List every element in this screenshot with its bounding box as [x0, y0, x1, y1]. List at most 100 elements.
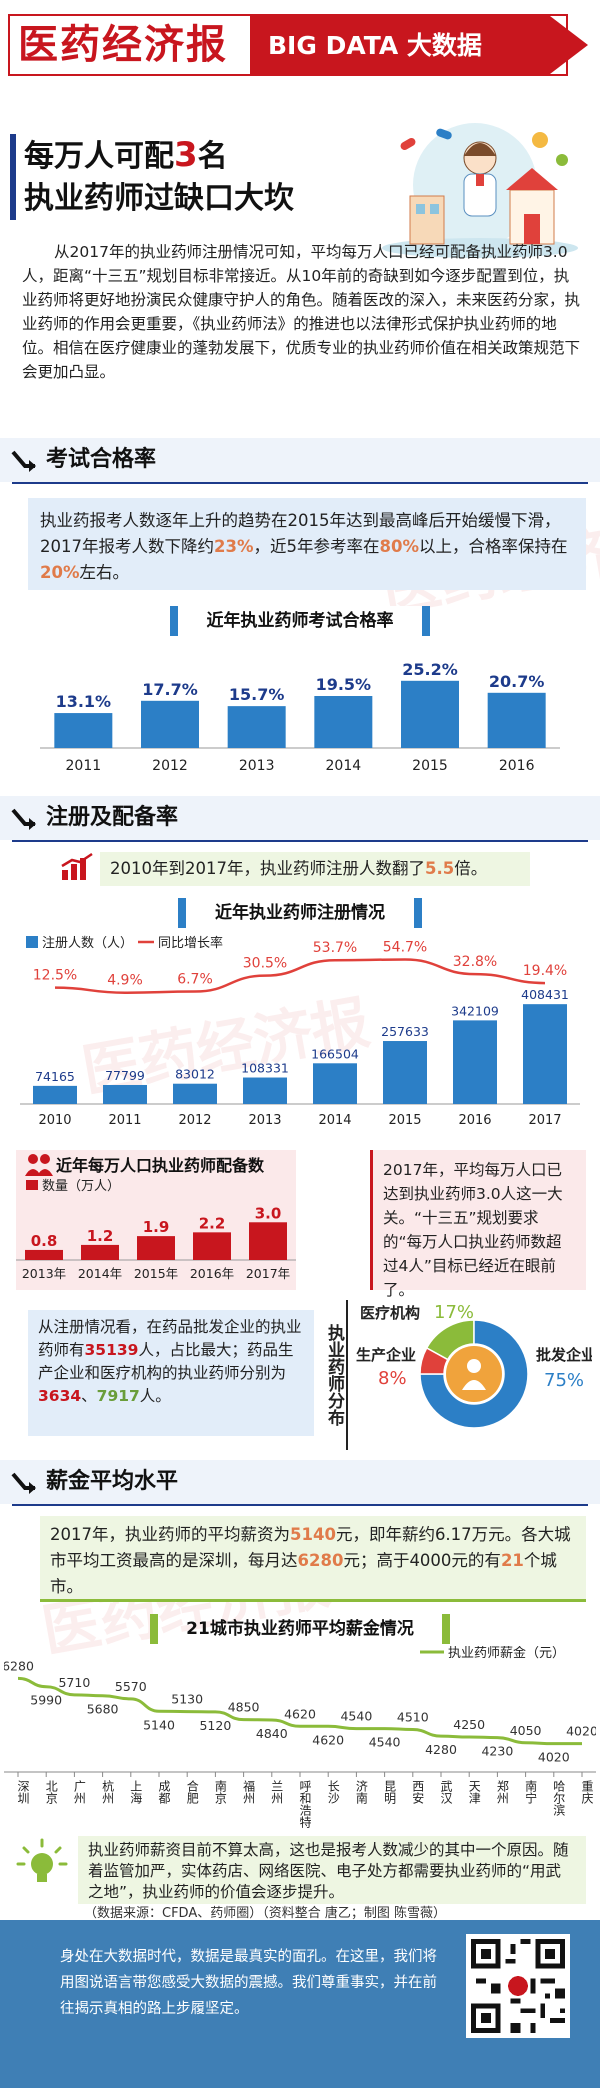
- tick-label: 上海: [129, 1780, 143, 1804]
- exam-text: 左右。: [79, 563, 130, 582]
- bar: [25, 1249, 63, 1260]
- trend-down-icon: [11, 808, 36, 830]
- salary-line-chart: 执业药师薪金（元） 6280 深圳 5990 北京 5710 广州 5680 杭州 5570 上海 5…: [4, 1646, 596, 1828]
- tick-label: 南宁: [524, 1779, 538, 1804]
- page-title-line1: 每万人可配3名: [24, 134, 228, 178]
- per-capita-chart: 数量（万人） 0.8 2013年 1.2 2014年 1.9 2015年 2.2 2016年 3.…: [16, 1179, 296, 1281]
- data-label: 4230: [481, 1744, 513, 1759]
- tick-label: 2015年: [134, 1266, 178, 1281]
- tick-label: 2014: [326, 758, 362, 774]
- donut-slice: [419, 1319, 529, 1429]
- tick-label: 2011: [108, 1113, 141, 1128]
- qr-code[interactable]: [466, 1934, 570, 2038]
- tick-label: 天津: [467, 1780, 481, 1804]
- data-label: 4510: [397, 1709, 429, 1724]
- salary-conclusion: 执业药师薪资目前不算太高，这也是报考人数减少的其中一个原因。随着监管加严，实体药…: [78, 1836, 586, 1904]
- tick-label: 重庆: [580, 1780, 594, 1804]
- register-chart-title-frame: 近年执业药师注册情况: [178, 898, 422, 928]
- exam-attendance-value: 80%: [379, 537, 420, 556]
- pharmacist-icon-bg: [446, 1346, 502, 1402]
- top-salary-value: 6280: [297, 1551, 344, 1570]
- person-icon-body: [462, 1380, 486, 1390]
- people-icon: [25, 1154, 53, 1176]
- legend-label: 同比增长率: [158, 935, 223, 951]
- legend-swatch: [26, 1180, 38, 1190]
- tick-label: 2014年: [78, 1266, 122, 1281]
- tick-label: 2013: [239, 758, 275, 774]
- tick-label: 深圳: [16, 1780, 30, 1804]
- exam-chart-title-frame: 近年执业药师考试合格率: [170, 606, 430, 636]
- salary-text: 元，即年薪约6.17万元。各大城市平均工资最高的是深圳，每月达: [50, 1525, 571, 1570]
- tick-label: 合肥: [185, 1779, 199, 1804]
- data-label: 0.8: [31, 1232, 58, 1250]
- tick-label: 杭州: [101, 1779, 115, 1804]
- data-label: 15.7%: [229, 685, 285, 704]
- register-headline-text: 倍。: [454, 859, 488, 878]
- tick-label: 2015: [388, 1113, 421, 1128]
- data-label: 5120: [199, 1718, 231, 1733]
- section-header-bg: [0, 1460, 600, 1504]
- distribution-text: 、: [81, 1387, 97, 1405]
- data-label: 13.1%: [56, 692, 112, 711]
- section-title-salary: 薪金平均水平: [46, 1469, 179, 1494]
- data-label: 4540: [369, 1735, 401, 1750]
- data-label: 4540: [340, 1709, 372, 1724]
- bar: [193, 1232, 231, 1260]
- title-text: 名: [197, 139, 228, 174]
- title-text: 每万人可配: [24, 139, 174, 174]
- data-label: 4050: [510, 1723, 542, 1738]
- exam-pass-value: 20%: [40, 563, 80, 582]
- distribution-label: 执业药师分布: [322, 1300, 348, 1450]
- data-label: 19.5%: [316, 675, 372, 694]
- bar: [487, 692, 546, 748]
- exam-text: 以上，合格率保持在: [419, 537, 568, 556]
- header-arrow: [250, 16, 588, 74]
- section-title-exam: 考试合格率: [46, 447, 157, 472]
- donut-slice: [419, 1346, 449, 1375]
- tick-label: 郑州: [495, 1779, 509, 1804]
- data-label: 1.9: [143, 1218, 170, 1236]
- data-label: 5710: [58, 1675, 90, 1690]
- register-headline: 2010年到2017年，执业药师注册人数翻了5.5倍。: [100, 852, 530, 886]
- growth-label: 4.9%: [107, 973, 143, 989]
- growth-label: 54.7%: [383, 940, 427, 956]
- distribution-donut-chart: 医疗机构 17% 生产企业 8% 批发企业 75%: [356, 1302, 592, 1429]
- salary-text: 元；高于4000元的有: [343, 1551, 501, 1570]
- lightbulb-icon: [16, 1838, 68, 1882]
- bar: [137, 1236, 175, 1260]
- footer-text: 身处在大数据时代，数据是最真实的面孔。在这里，我们将用图说语言带您感受大数据的震…: [60, 1949, 437, 2017]
- section-header-bg: [0, 438, 600, 482]
- section-divider: [12, 482, 588, 484]
- data-label: 20.7%: [489, 672, 545, 691]
- data-label: 3.0: [255, 1204, 282, 1222]
- data-label: 4020: [566, 1724, 596, 1739]
- per-capita-chart-title: 近年每万人口执业药师配备数: [56, 1156, 265, 1175]
- tick-label: 呼和浩特: [298, 1780, 312, 1828]
- register-multiple-value: 5.5: [424, 859, 455, 878]
- legend-bar-swatch: [26, 936, 38, 948]
- city-count-value: 21: [500, 1551, 524, 1570]
- header-tag: BIG DATA 大数据: [268, 31, 482, 60]
- legend-label: 执业药师薪金（元）: [448, 1646, 565, 1661]
- growth-label: 19.4%: [523, 963, 567, 979]
- brand-logo: 医药经济报: [18, 21, 228, 68]
- bar: [314, 696, 373, 748]
- tick-label: 长沙: [326, 1780, 340, 1804]
- bar: [453, 1020, 497, 1104]
- data-label: 257633: [381, 1024, 429, 1039]
- bar: [227, 706, 286, 748]
- tick-label: 广州: [72, 1780, 86, 1804]
- tick-label: 武汉: [439, 1780, 453, 1804]
- bar: [54, 713, 113, 748]
- bar: [33, 1085, 77, 1104]
- data-label: 108331: [241, 1061, 289, 1076]
- distribution-text: 从注册情况看，在药品批发企业的执业药师有: [38, 1318, 302, 1359]
- section-divider: [12, 1504, 588, 1506]
- section-divider: [12, 840, 588, 842]
- salary-text: 2017年，执业药师的平均薪资为: [50, 1525, 290, 1544]
- trend-down-icon: [11, 1472, 36, 1494]
- data-label: 83012: [175, 1067, 215, 1082]
- data-label: 74165: [35, 1069, 75, 1084]
- data-label: 342109: [451, 1003, 499, 1018]
- salary-summary-box: 2017年，执业药师的平均薪资为5140元，即年薪约6.17万元。各大城市平均工…: [40, 1516, 586, 1602]
